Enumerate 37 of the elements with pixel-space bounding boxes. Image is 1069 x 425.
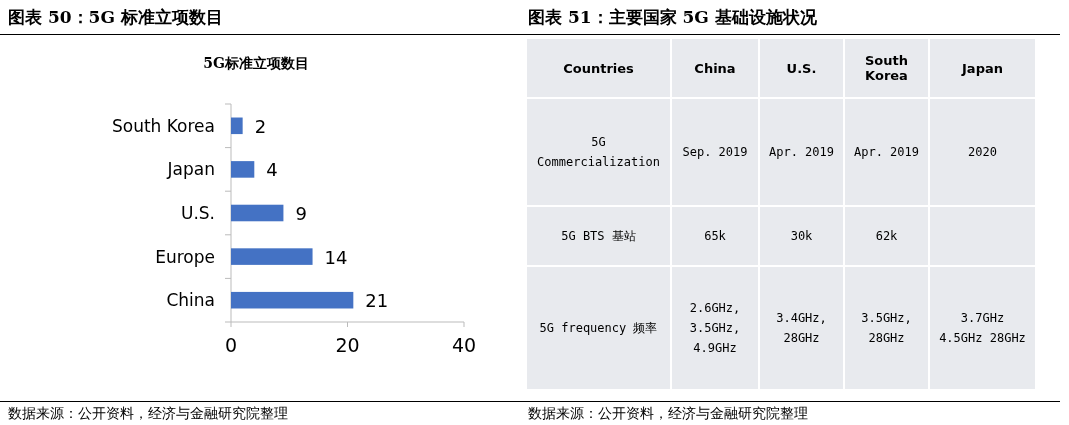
source-note: 数据来源：公开资料，经济与金融研究院整理	[520, 401, 1060, 423]
data-label: 14	[324, 246, 348, 268]
data-label: 21	[365, 290, 389, 312]
y-tick-label: China	[166, 290, 215, 311]
text: 3.5GHz, 28GHz	[861, 311, 912, 345]
data-label: 2	[254, 115, 267, 137]
text: Apr. 2019	[853, 145, 920, 159]
category-label: Japan	[930, 39, 1035, 97]
y-tick-label: Japan	[166, 159, 215, 180]
text: 2020	[968, 145, 997, 159]
text: 图表 51：主要国家 5G 基础设施状况	[520, 6, 1060, 35]
y-tick-label: U.S.	[180, 203, 215, 223]
source-note: 数据来源：公开资料，经济与金融研究院整理	[0, 401, 520, 423]
chart-title: 图表 50：5G 标准立项数目	[0, 6, 520, 35]
x-tick-label: 40	[451, 334, 477, 356]
y-tick-label: South Korea	[111, 115, 215, 136]
category-label: 5G Commercialization	[537, 135, 660, 169]
chart-subtitle: 5G标准立项数目	[203, 55, 309, 71]
x-tick-label: 0	[224, 334, 238, 356]
text: 2.6GHz, 3.5GHz, 4.9GHz	[689, 301, 741, 355]
text: Sep. 2019	[682, 145, 748, 159]
text: 30k	[790, 229, 813, 243]
text: 3.7GHz 4.5GHz 28GHz	[939, 311, 1026, 345]
data-label: 4	[266, 159, 278, 181]
text: Apr. 2019	[768, 145, 835, 159]
category-label: China	[672, 39, 758, 97]
y-tick-label: Europe	[155, 246, 215, 267]
data-label: 9	[295, 203, 307, 224]
x-tick-label: 20	[335, 334, 360, 356]
category-label: U.S.	[760, 39, 843, 97]
category-label: 5G frequency 频率	[539, 321, 658, 335]
text: 62k	[875, 229, 898, 243]
category-label: 5G BTS 基站	[561, 229, 636, 243]
text: 65k	[704, 229, 726, 243]
category-label: Countries	[527, 39, 670, 97]
text: 3.4GHz, 28GHz	[776, 311, 827, 345]
category-label: South Korea	[845, 39, 928, 97]
